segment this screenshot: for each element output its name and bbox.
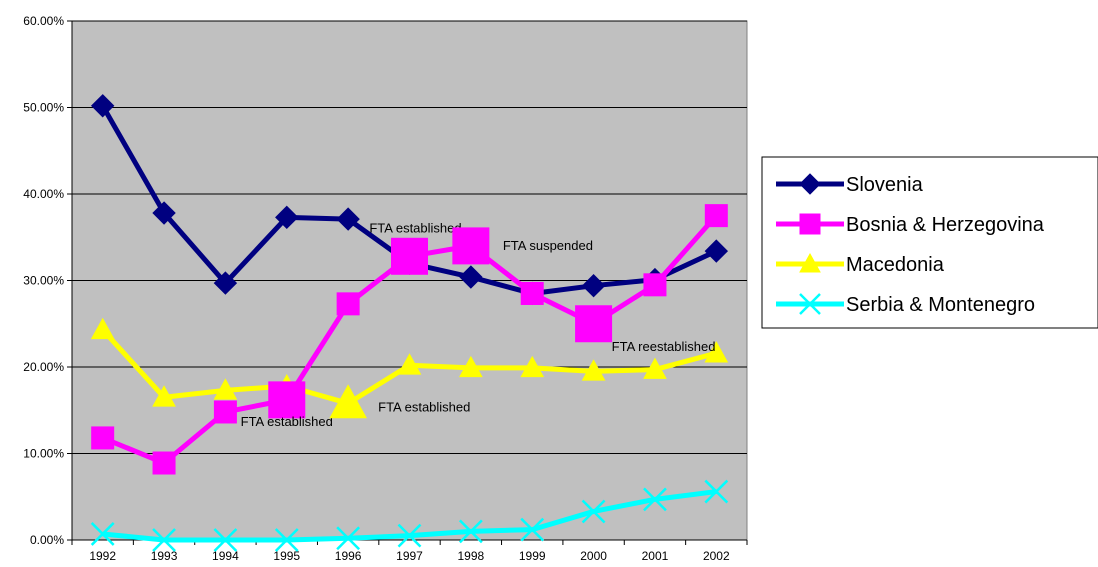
data-point [581,359,606,381]
legend-item: Slovenia [776,173,924,196]
data-point [704,479,729,504]
data-point [336,292,360,316]
data-point [458,519,483,544]
y-tick-label: 60.00% [23,14,64,28]
highlighted-point [575,305,613,343]
data-point [520,281,544,305]
x-tick-label: 1994 [212,549,239,563]
highlighted-point [452,227,490,265]
data-point [274,528,299,552]
data-point [275,205,299,230]
highlighted-point [391,237,428,275]
y-tick-label: 40.00% [23,187,64,201]
x-tick-label: 1995 [273,549,300,563]
data-point [336,207,360,231]
x-tick-label: 1999 [519,549,546,563]
legend-label: Bosnia & Herzegovina [846,214,1045,236]
annotation-label: FTA suspended [503,238,593,253]
y-tick-label: 0.00% [30,533,64,547]
data-point [90,94,115,118]
data-point [643,273,667,297]
annotation-label: FTA reestablished [612,339,716,354]
data-point [91,426,115,450]
annotation-label: FTA established [241,414,333,429]
legend-item: Macedonia [776,252,945,276]
data-point [213,528,238,552]
data-point [643,487,667,512]
data-point [213,378,238,400]
x-tick-label: 2000 [580,549,607,563]
x-tick-label: 1998 [458,549,485,563]
annotation-label: FTA established [369,220,461,235]
legend-label: Macedonia [846,254,945,276]
y-tick-label: 20.00% [23,360,64,374]
x-tick-label: 2002 [703,549,730,563]
legend-item: Bosnia & Herzegovina [776,213,1045,236]
y-tick-label: 10.00% [23,447,64,461]
data-point [152,528,176,552]
legend-marker [799,293,821,315]
data-point [152,451,176,475]
data-point [90,317,115,340]
x-tick-label: 1992 [89,549,116,563]
data-point [336,526,361,551]
data-point [520,517,545,542]
x-tick-label: 1996 [335,549,362,563]
annotation-label: FTA established [378,399,470,414]
data-point [152,201,176,225]
y-tick-label: 50.00% [23,101,64,115]
data-point [90,522,115,546]
data-point [581,499,606,524]
legend-item: Serbia & Montenegro [776,293,1035,316]
highlighted-point [329,384,367,419]
gridlines [72,20,747,454]
data-point [213,271,238,295]
data-point [152,385,176,407]
data-point [704,204,728,228]
data-point [704,341,729,363]
data-point [704,239,729,263]
x-tick-label: 1997 [396,549,423,563]
legend-label: Serbia & Montenegro [846,294,1035,316]
series-macedonia [90,317,729,413]
legend-marker [799,252,821,273]
highlighted-point [268,381,306,419]
legend-marker [799,213,821,235]
data-point [459,355,483,378]
data-point [459,265,483,289]
x-tick-label: 1993 [151,549,178,563]
x-tick-label: 2001 [642,549,669,563]
series-serbia-montenegro [90,479,729,552]
data-point [520,355,545,378]
legend-label: Slovenia [846,174,924,196]
y-tick-label: 30.00% [23,274,64,288]
legend: Slovenia Bosnia & Herzegovina Macedonia Ser… [761,156,1098,329]
data-point [581,273,606,298]
annotations: FTA established FTA established FTA establ… [241,220,716,429]
legend-marker [799,173,821,195]
data-point [213,400,237,424]
data-point [397,353,422,375]
data-point [397,523,422,548]
data-point [643,357,667,379]
